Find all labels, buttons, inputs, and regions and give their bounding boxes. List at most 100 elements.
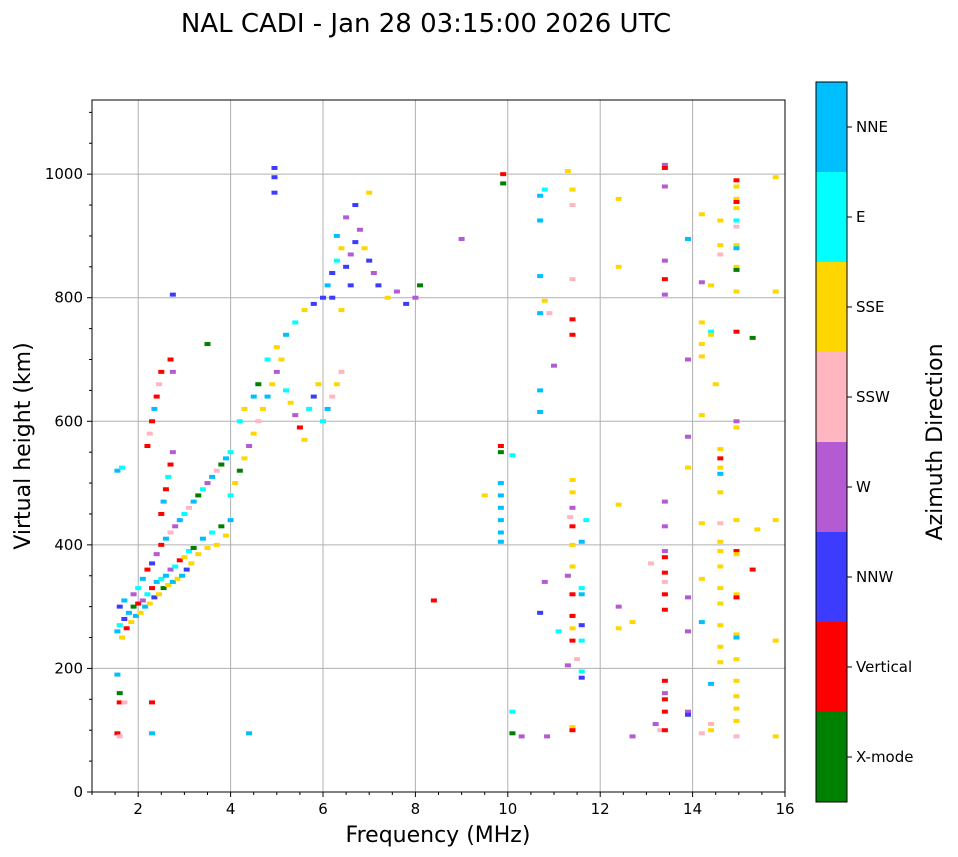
data-point-nne [121,598,128,603]
data-point-sse [733,184,740,189]
data-point-nne [153,579,160,584]
colorbar-swatch [816,262,847,352]
data-point-sse [338,308,345,313]
data-point-ssw [329,394,336,399]
data-point-w [518,734,525,739]
data-point-vertical [135,601,142,606]
data-point-x-mode [733,267,740,272]
data-point-nnw [271,175,278,180]
data-point-sse [188,561,195,566]
grid-lines [92,100,786,793]
data-point-vertical [153,394,160,399]
data-point-w [684,595,691,600]
data-point-w [412,295,419,300]
data-point-sse [698,521,705,526]
data-point-nne [114,629,121,634]
data-point-sse [569,725,576,730]
data-point-sse [366,190,373,195]
data-point-w [652,722,659,727]
data-point-sse [273,345,280,350]
data-point-nne [283,332,290,337]
data-point-sse [615,196,622,201]
data-point-vertical [497,444,504,448]
data-point-w [347,252,354,257]
data-point-x-mode [497,450,504,455]
y-tick-label: 400 [54,536,83,554]
data-point-nne [537,274,544,279]
plot-frame [91,99,786,793]
data-point-nne [684,237,691,242]
data-point-sse [733,718,740,723]
data-point-e [172,564,179,569]
data-point-nnw [347,283,354,288]
data-point-vertical [661,728,668,733]
data-point-w [356,227,363,232]
data-point-sse [717,447,724,452]
data-point-sse [698,342,705,347]
data-point-sse [241,406,248,411]
data-point-sse [717,549,724,554]
data-point-nnw [403,301,410,306]
data-point-sse [772,518,779,523]
data-point-nne [209,474,216,479]
colorbar-swatch [816,172,847,262]
data-point-vertical [296,425,303,430]
data-point-nne [176,518,183,523]
data-point-ssw [146,431,153,436]
x-tick-label: 8 [411,800,421,818]
data-point-nne [149,731,156,736]
data-point-nne [497,481,504,486]
data-point-e [135,586,142,591]
data-point-sse [119,635,126,640]
data-point-sse [155,592,162,597]
colorbar-frame [815,81,848,803]
data-point-sse [481,493,488,498]
data-point-vertical [114,731,121,736]
data-point-nne [497,493,504,498]
data-point-sse [717,601,724,606]
data-point-sse [128,620,135,625]
data-point-sse [733,425,740,430]
data-point-w [564,663,571,668]
data-point-w [684,629,691,634]
data-point-sse [165,583,172,588]
data-point-e [227,493,234,498]
data-point-x-mode [417,283,424,288]
data-point-vertical [176,558,183,563]
data-point-nnw [578,675,585,680]
data-point-vertical [733,329,740,334]
data-point-w [172,524,179,529]
data-point-vertical [149,586,156,591]
data-point-sse [569,187,576,192]
data-point-e [158,576,165,581]
data-point-w [629,734,636,739]
data-point-nne [139,576,146,581]
data-point-sse [733,196,740,201]
data-point-nne [578,592,585,597]
data-point-sse [250,431,257,436]
data-point-nne [250,394,257,399]
colorbar: X-mode Vertical NNW W SSW SSE E NNE [815,81,913,803]
data-point-e [181,511,188,516]
data-point-sse [222,533,229,538]
data-point-sse [698,354,705,359]
data-point-sse [541,298,548,303]
data-point-ssw [648,561,655,566]
data-point-nne [708,681,715,686]
data-point-vertical [733,549,740,554]
data-point-vertical [661,709,668,714]
data-point-vertical [144,567,151,572]
data-point-nne [324,283,331,288]
data-point-w [661,691,668,696]
data-point-vertical [167,462,174,467]
data-point-sse [146,601,153,606]
data-point-ssw [698,731,705,736]
data-point-vertical [500,172,507,177]
data-point-ssw [116,734,123,739]
data-point-sse [615,264,622,269]
data-point-x-mode [218,462,225,467]
data-point-nne [162,573,169,578]
data-point-nnw [329,295,336,300]
data-point-sse [569,542,576,547]
data-point-sse [712,382,719,387]
